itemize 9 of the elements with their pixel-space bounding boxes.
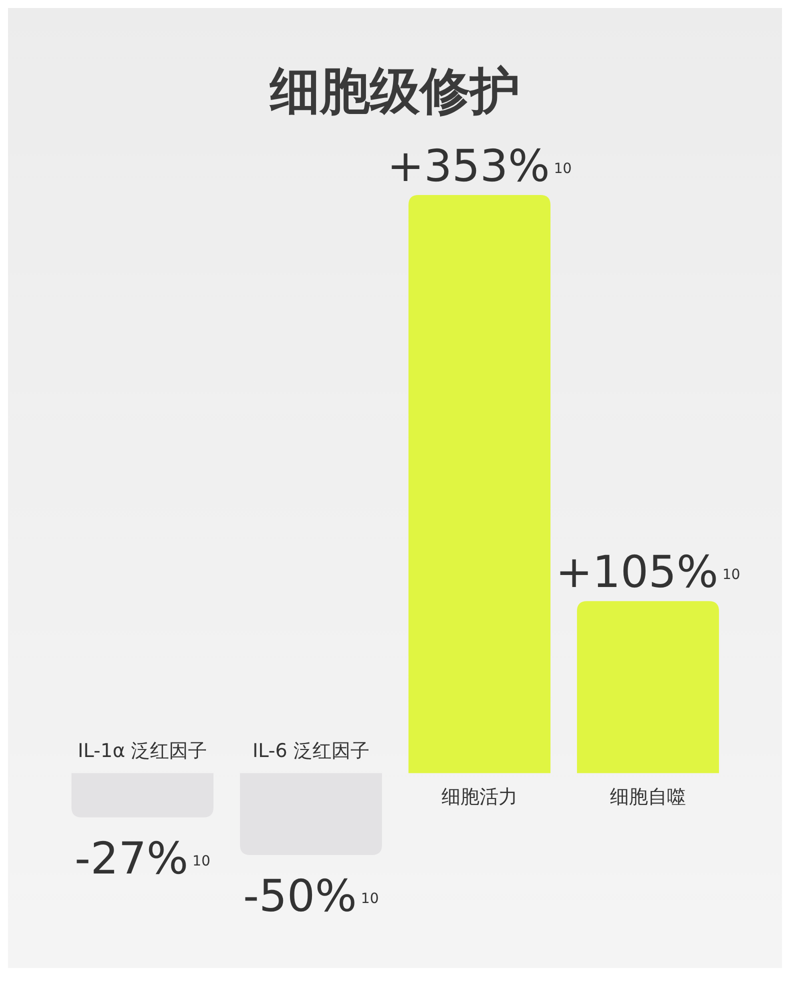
x-tick-label: IL-1α 泛红因子 — [78, 740, 208, 762]
data-label: -50%$^{10}$ — [243, 871, 379, 922]
data-label: +105%$^{10}$ — [556, 547, 740, 598]
data-label: +353%$^{10}$ — [387, 141, 572, 192]
x-tick-label: 细胞活力 — [441, 786, 518, 808]
x-tick-label: IL-6 泛红因子 — [252, 740, 370, 762]
data-label: -27%$^{10}$ — [74, 833, 210, 884]
x-tick-label: 细胞自噬 — [610, 786, 686, 808]
chart-title: 细胞级修护 — [268, 61, 521, 122]
